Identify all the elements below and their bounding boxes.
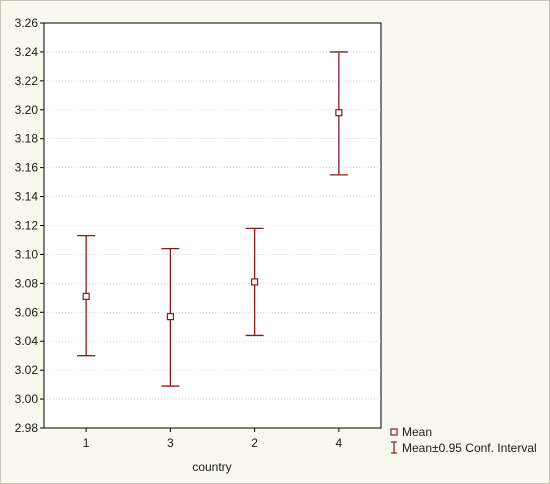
mean-point-1 — [82, 292, 90, 300]
y-tick-label-3: 3.04 — [15, 334, 39, 348]
grid-lines — [44, 51, 381, 400]
legend: Mean Mean±0.95 Conf. Interval — [390, 425, 537, 455]
y-tick-label-0: 2.98 — [15, 421, 39, 435]
y-tick-label-5: 3.08 — [15, 276, 39, 290]
y-tick-label-4: 3.06 — [15, 305, 39, 319]
error-bar-4 — [329, 51, 348, 176]
y-tick-label-14: 3.26 — [15, 16, 39, 30]
y-axis-ticks: 2.98 3.00 3.02 3.04 3.06 3.08 3.10 3.12 3.14 3.16… — [15, 16, 44, 435]
x-tick-label-2: 2 — [251, 436, 258, 450]
x-tick-label-0: 1 — [83, 436, 90, 450]
series-mean — [77, 51, 348, 387]
y-tick-label-6: 3.10 — [15, 247, 39, 261]
error-bar-3 — [161, 247, 180, 387]
x-tick-label-1: 3 — [167, 436, 174, 450]
error-bar-2 — [245, 227, 264, 337]
x-axis-title: country — [192, 460, 231, 474]
mean-point-3 — [166, 313, 174, 321]
y-tick-label-13: 3.24 — [15, 45, 39, 59]
y-tick-label-7: 3.12 — [15, 219, 39, 233]
legend-mean-label: Mean — [402, 425, 432, 439]
y-tick-label-2: 3.02 — [15, 363, 39, 377]
y-tick-label-11: 3.20 — [15, 103, 39, 117]
y-tick-label-9: 3.16 — [15, 161, 39, 175]
legend-mean-marker — [390, 428, 398, 436]
legend-interval-marker — [391, 441, 397, 454]
mean-point-2 — [251, 278, 259, 286]
y-tick-label-10: 3.18 — [15, 132, 39, 146]
y-tick-label-12: 3.22 — [15, 74, 39, 88]
y-tick-label-8: 3.14 — [15, 190, 39, 204]
y-tick-label-1: 3.00 — [15, 392, 39, 406]
error-bar-1 — [77, 234, 96, 357]
legend-interval-label: Mean±0.95 Conf. Interval — [402, 441, 537, 455]
mean-point-4 — [335, 109, 343, 117]
x-axis-ticks: 1 3 2 4 — [83, 428, 343, 450]
x-tick-label-3: 4 — [336, 436, 343, 450]
